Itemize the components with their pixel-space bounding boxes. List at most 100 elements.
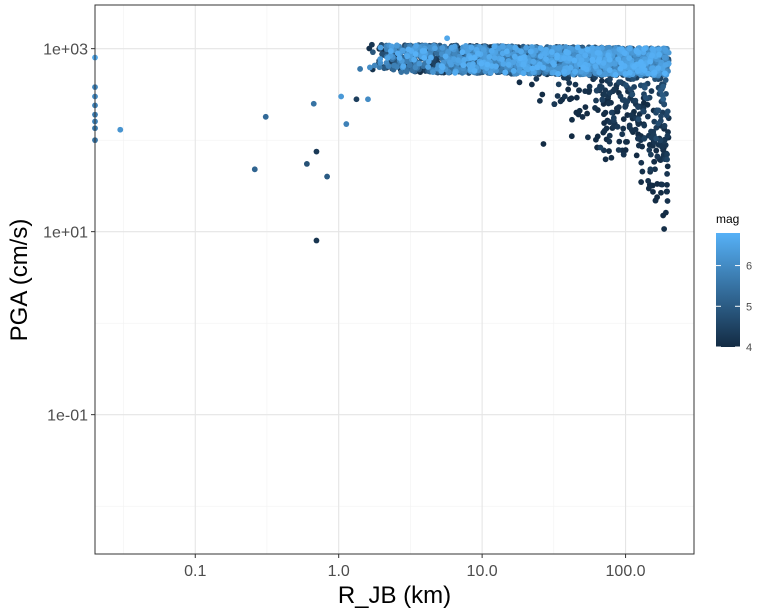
data-point bbox=[614, 123, 621, 130]
data-point bbox=[529, 65, 536, 72]
data-point bbox=[616, 79, 622, 86]
data-point bbox=[607, 76, 613, 83]
data-point bbox=[368, 41, 375, 48]
data-point bbox=[651, 158, 658, 165]
data-point bbox=[619, 131, 626, 138]
data-point bbox=[626, 69, 633, 76]
data-point bbox=[564, 75, 571, 82]
data-point bbox=[629, 91, 636, 98]
data-point bbox=[664, 170, 670, 177]
data-point bbox=[555, 70, 561, 77]
data-point bbox=[561, 55, 568, 62]
data-point bbox=[662, 209, 669, 216]
data-point bbox=[371, 62, 378, 69]
data-point bbox=[615, 104, 622, 111]
y-axis-ticks: 1e-01 1e+01 1e+03 bbox=[43, 42, 95, 425]
data-point bbox=[471, 67, 478, 74]
data-point bbox=[462, 43, 469, 49]
data-point bbox=[434, 50, 440, 57]
data-point bbox=[616, 138, 623, 145]
data-point bbox=[601, 127, 608, 134]
data-point bbox=[449, 44, 455, 51]
data-point bbox=[608, 109, 615, 116]
data-point bbox=[469, 62, 476, 69]
data-point bbox=[439, 44, 446, 51]
y-tick-label: 1e+03 bbox=[43, 42, 88, 59]
y-tick-label: 1e-01 bbox=[47, 408, 88, 425]
data-point bbox=[557, 98, 564, 105]
data-point bbox=[528, 81, 535, 88]
data-point bbox=[580, 64, 587, 71]
data-point bbox=[517, 55, 524, 62]
data-point bbox=[405, 46, 412, 53]
legend-colorbar bbox=[716, 233, 740, 347]
data-point bbox=[618, 46, 625, 52]
data-point bbox=[623, 82, 629, 89]
data-point bbox=[662, 62, 669, 68]
data-point bbox=[486, 53, 493, 60]
data-point bbox=[582, 88, 589, 95]
data-point bbox=[428, 54, 434, 61]
data-point bbox=[597, 144, 604, 151]
data-point bbox=[555, 45, 562, 51]
data-point bbox=[554, 52, 561, 59]
data-point bbox=[622, 104, 629, 110]
data-point bbox=[596, 69, 603, 76]
data-point bbox=[377, 56, 384, 62]
data-point bbox=[393, 42, 400, 49]
data-point bbox=[610, 115, 617, 121]
data-point bbox=[539, 91, 546, 98]
data-point bbox=[635, 142, 642, 149]
color-legend: mag 4 5 6 bbox=[716, 212, 752, 354]
data-point bbox=[641, 84, 648, 91]
data-point bbox=[412, 64, 419, 71]
data-point bbox=[533, 75, 540, 82]
data-point bbox=[662, 77, 669, 83]
data-point bbox=[639, 168, 646, 175]
data-point bbox=[488, 63, 495, 69]
data-point bbox=[491, 43, 498, 50]
data-point bbox=[655, 65, 662, 72]
data-point bbox=[617, 65, 624, 72]
data-point bbox=[615, 147, 622, 153]
data-point bbox=[626, 55, 633, 62]
data-point bbox=[527, 48, 534, 55]
data-point bbox=[511, 53, 518, 60]
data-point bbox=[653, 135, 659, 142]
data-point bbox=[487, 69, 494, 76]
data-point bbox=[664, 151, 670, 158]
data-point bbox=[605, 44, 612, 51]
data-point bbox=[413, 42, 419, 49]
data-point bbox=[605, 100, 612, 107]
data-point bbox=[353, 96, 360, 103]
data-point bbox=[566, 79, 573, 86]
data-point bbox=[593, 136, 599, 143]
data-point bbox=[388, 43, 395, 50]
data-point bbox=[645, 185, 652, 192]
data-point bbox=[623, 138, 629, 145]
data-point bbox=[633, 152, 640, 159]
data-point bbox=[520, 61, 527, 68]
data-point bbox=[551, 101, 558, 108]
data-point bbox=[664, 132, 671, 139]
data-point bbox=[394, 50, 401, 57]
data-point bbox=[313, 148, 320, 155]
data-point bbox=[383, 59, 390, 66]
data-point bbox=[367, 64, 373, 71]
data-point bbox=[452, 69, 458, 76]
data-point bbox=[568, 133, 575, 140]
data-point bbox=[661, 70, 668, 77]
data-point bbox=[537, 53, 544, 60]
data-point bbox=[398, 69, 405, 76]
data-point bbox=[403, 68, 410, 75]
data-point bbox=[551, 61, 558, 68]
data-point bbox=[634, 68, 641, 74]
data-point bbox=[606, 138, 613, 145]
data-point bbox=[595, 58, 602, 65]
data-point bbox=[638, 179, 645, 185]
data-point bbox=[615, 56, 622, 62]
data-point bbox=[664, 108, 671, 115]
data-point bbox=[566, 96, 573, 103]
data-point bbox=[376, 64, 383, 71]
data-point bbox=[647, 59, 654, 65]
